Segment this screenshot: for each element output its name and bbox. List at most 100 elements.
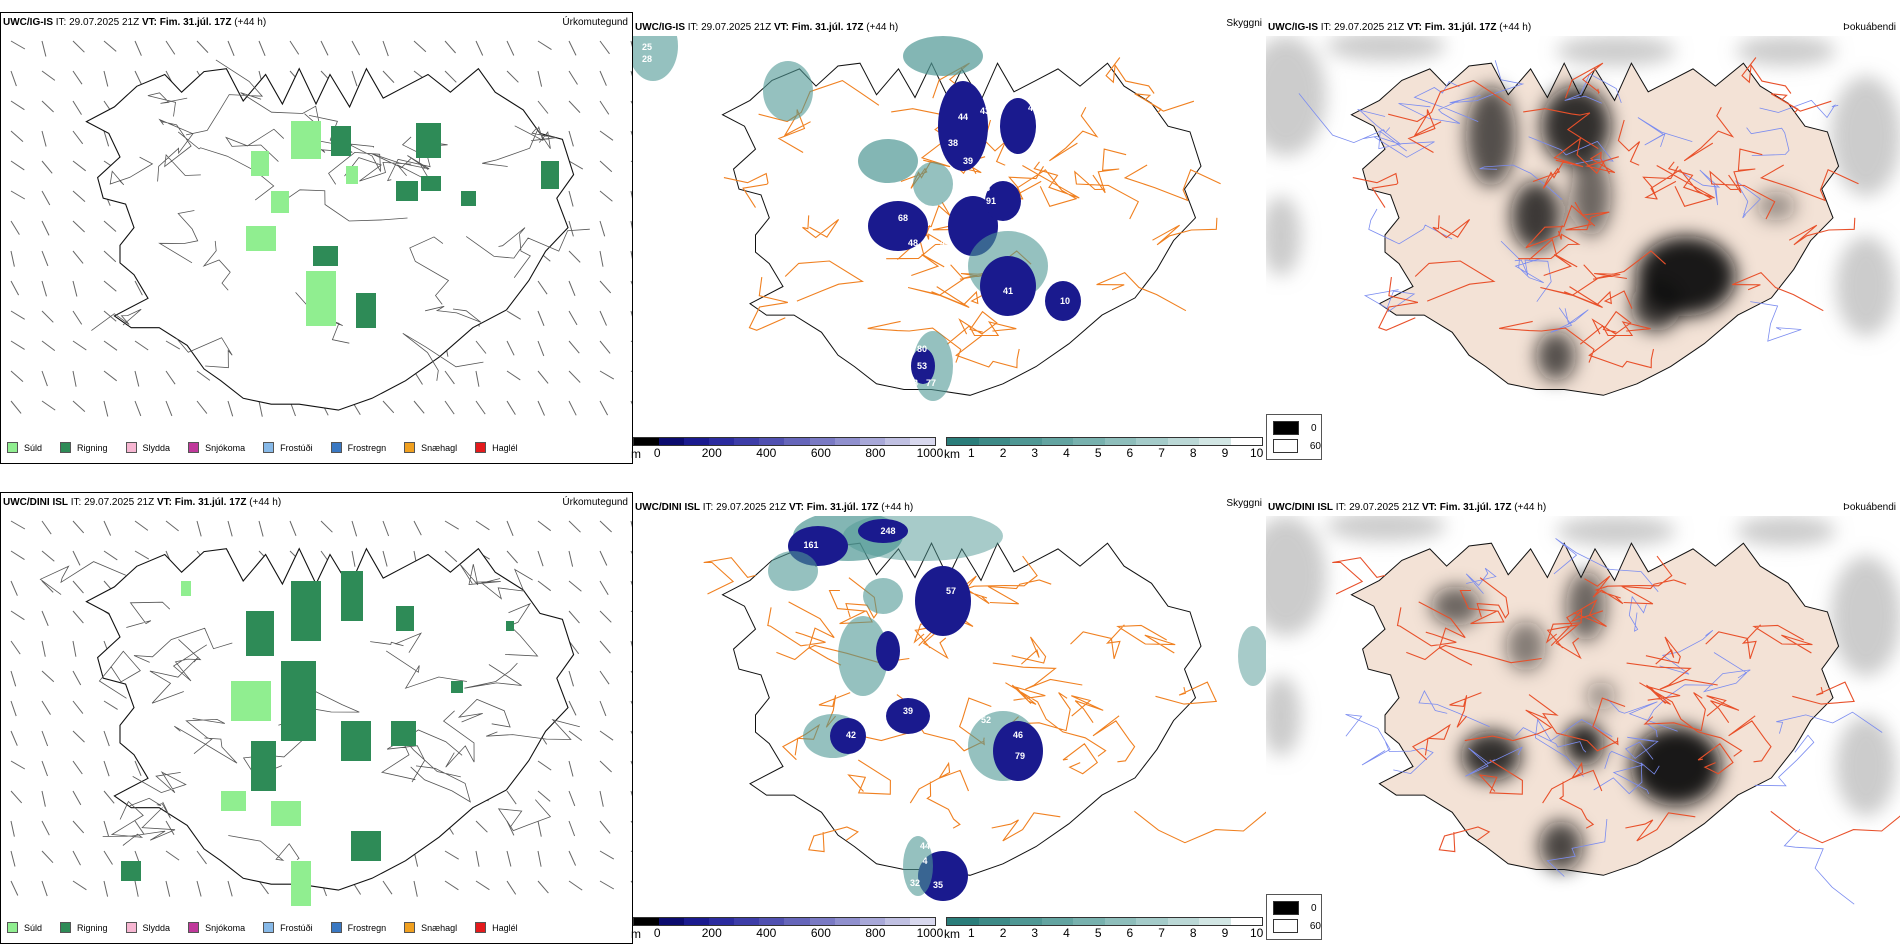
precip-area [506, 621, 514, 631]
wind-barb [258, 400, 263, 417]
wind-barb [382, 880, 393, 895]
sea-fog [1266, 516, 1326, 636]
cloud-area [980, 256, 1036, 316]
colorbar-tick-label: 8 [1189, 446, 1197, 460]
legend-label: Snjókoma [205, 922, 246, 933]
cloudbase-colorbar-dini: 0 200 400 600 800 1000 m [631, 917, 943, 941]
wind-barb [506, 310, 521, 320]
colorbar-cell [1073, 918, 1105, 925]
colorbar-tick-label: 3 [1031, 926, 1039, 940]
cloud-area [903, 836, 933, 896]
fog-area [1539, 821, 1583, 871]
wind-barb [568, 370, 581, 383]
fog-map-ig [1266, 36, 1900, 396]
wind-barb [41, 850, 54, 864]
wind-barb [103, 760, 110, 777]
wind-barb [599, 220, 606, 237]
wind-barb [568, 700, 577, 716]
wind-barb [72, 310, 83, 325]
wind-barb [630, 100, 632, 104]
wind-barb [630, 790, 632, 797]
wind-barb [506, 880, 517, 895]
wind-barb [444, 400, 455, 415]
colorbar-tick-label: 1 [968, 446, 975, 460]
wind-barb [537, 310, 545, 326]
precip-area [281, 661, 316, 741]
colorbar-cell [859, 918, 885, 925]
colorbar-tick-label: 7 [1158, 446, 1165, 460]
wind-barb [103, 820, 110, 837]
wind-barb [599, 640, 611, 654]
cloud-base-label: 38 [948, 138, 958, 148]
colorbar-tick-label: 4 [1063, 926, 1070, 940]
legend-item: Frostregn [330, 922, 386, 933]
legend-item: Frostúði [263, 442, 313, 453]
precip-area [396, 606, 414, 631]
wind-barb [537, 520, 552, 532]
cloud-base-label: 25 [642, 42, 652, 52]
wind-barb [72, 40, 85, 53]
fog-area [1506, 621, 1546, 671]
wind-barb [41, 610, 49, 626]
wind-barb [599, 310, 607, 326]
colorbar-tick-label: 600 [810, 926, 831, 940]
cloud-area [763, 61, 813, 121]
wind-barb [599, 130, 614, 141]
wind-barb [599, 670, 610, 685]
wind-barb [599, 700, 607, 717]
precip-legend-ig: Súld Rigning Slydda Snjókoma Frostúði Frostre… [7, 442, 536, 453]
wind-barb [475, 340, 487, 354]
wind-barb [41, 760, 48, 777]
legend-swatch [263, 922, 275, 933]
wind-barb [134, 370, 140, 387]
wind-barb [568, 850, 577, 866]
wind-barb [72, 850, 81, 866]
cloud-base-label: 44 [940, 238, 950, 248]
wind-barb [10, 220, 20, 235]
cloud-base-label: 68 [898, 213, 908, 223]
wind-barb [599, 400, 609, 416]
cloud-area [876, 631, 900, 671]
wind-barb [506, 340, 515, 356]
wind-barb [258, 40, 266, 56]
wind-barb [630, 580, 632, 586]
fog-title-ig: Þokuábendi [1843, 22, 1896, 33]
fog-area [1536, 331, 1576, 381]
colorbar-cell [759, 918, 785, 925]
wind-barb [41, 880, 48, 897]
wind-barb [10, 100, 25, 111]
wind-barb [103, 370, 118, 382]
precip-header-ig: UWC/IG-IS IT: 29.07.2025 21Z VT: Fim. 31… [3, 17, 267, 28]
wind-barb [630, 220, 632, 230]
wind-barb [537, 370, 549, 384]
legend-label: Snjókoma [205, 442, 246, 453]
wind-barb [258, 880, 269, 895]
colorbar-tick-label: 600 [810, 446, 831, 460]
cloud-base-label: 77 [926, 378, 936, 388]
cloud-base-label: 42 [846, 730, 856, 740]
fog-header-dini: UWC/DINI ISL IT: 29.07.2025 21Z VT: Fim.… [1268, 502, 1547, 513]
wind-barb [568, 550, 574, 567]
wind-barb [165, 820, 175, 836]
wind-barb [444, 70, 457, 83]
wind-barb [568, 340, 580, 354]
colorbar-cell [947, 918, 979, 925]
colorbar-tick-label: 0 [653, 446, 661, 460]
wind-barb [10, 640, 21, 655]
legend-swatch [7, 922, 18, 933]
wind-barb [475, 370, 480, 387]
wind-barb [568, 250, 581, 263]
precip-area [331, 126, 351, 156]
wind-barb [41, 70, 56, 81]
wind-barb [103, 850, 113, 865]
wind-barb [568, 760, 574, 777]
precip-legend-dini: Súld Rigning Slydda Snjókoma Frostúði Frostre… [7, 922, 536, 933]
wind-barb [134, 340, 149, 351]
wind-barb [351, 550, 356, 567]
fog-title-dini: Þokuábendi [1843, 502, 1896, 513]
wind-barb [103, 130, 110, 147]
wind-barb [599, 610, 612, 623]
wind-barb [444, 370, 455, 385]
fog-map-dini [1266, 516, 1900, 905]
fog-area [1461, 731, 1521, 781]
